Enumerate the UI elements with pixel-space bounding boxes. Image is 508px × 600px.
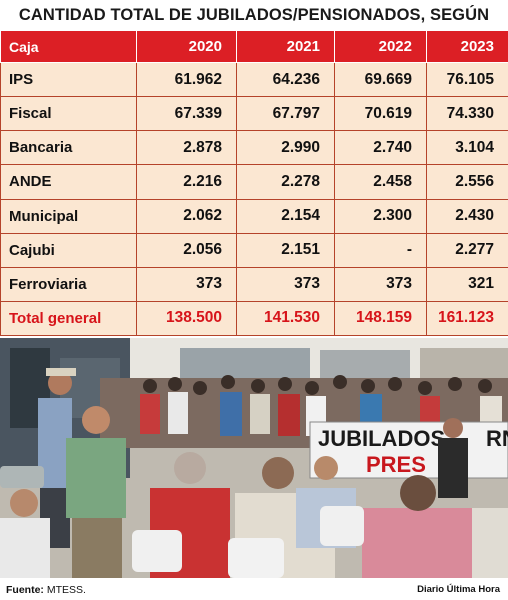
table-cell: 2.740 [334, 130, 427, 166]
table-cell: 2.216 [136, 164, 237, 200]
header-2021: 2021 [236, 30, 335, 63]
table-cell: 321 [426, 266, 508, 302]
table-cell: 2.056 [136, 232, 237, 268]
source-label: Fuente: [6, 584, 44, 596]
table-row: Bancaria 2.878 2.990 2.740 3.104 [0, 130, 508, 166]
table-cell: 2.062 [136, 198, 237, 234]
table-cell: 2.878 [136, 130, 237, 166]
table-row: IPS 61.962 64.236 69.669 76.105 [0, 61, 508, 98]
table-cell: 74.330 [426, 96, 508, 132]
table-cell: 76.105 [426, 61, 508, 98]
row-label: Bancaria [0, 130, 137, 166]
source-value: MTESS. [43, 584, 86, 596]
table-cell: 2.154 [236, 198, 335, 234]
table-cell: 2.458 [334, 164, 427, 200]
table-cell: 3.104 [426, 130, 508, 166]
banner-text-line1: JUBILADOS [318, 426, 445, 451]
publisher-credit: Diario Última Hora [417, 584, 500, 595]
table-cell: 373 [136, 266, 237, 302]
table-cell: 373 [236, 266, 335, 302]
row-label: Municipal [0, 198, 137, 234]
header-caja: Caja [0, 30, 137, 63]
table-cell: 70.619 [334, 96, 427, 132]
total-cell: 138.500 [136, 300, 237, 337]
row-label: IPS [0, 61, 137, 98]
table-cell: - [334, 232, 427, 268]
row-label: Cajubi [0, 232, 137, 268]
header-2022: 2022 [334, 30, 427, 63]
table-cell: 373 [334, 266, 427, 302]
banner-text-line2: PRES [366, 452, 426, 477]
banner-text-partial: RN [486, 426, 508, 451]
table-cell: 67.339 [136, 96, 237, 132]
table-cell: 2.430 [426, 198, 508, 234]
table-cell: 67.797 [236, 96, 335, 132]
table-header-row: Caja 2020 2021 2022 2023 [0, 30, 508, 63]
table-cell: 61.962 [136, 61, 237, 98]
table-cell: 2.300 [334, 198, 427, 234]
table-row: Municipal 2.062 2.154 2.300 2.430 [0, 198, 508, 234]
table-cell: 2.556 [426, 164, 508, 200]
row-label: Total general [0, 300, 137, 337]
table-row: Cajubi 2.056 2.151 - 2.277 [0, 232, 508, 268]
table-row: Fiscal 67.339 67.797 70.619 74.330 [0, 96, 508, 132]
table-cell: 69.669 [334, 61, 427, 98]
table-cell: 64.236 [236, 61, 335, 98]
table-cell: 2.277 [426, 232, 508, 268]
protest-illustration: JUBILADOS RN PRES [0, 338, 508, 578]
infographic-title: CANTIDAD TOTAL DE JUBILADOS/PENSIONADOS,… [18, 6, 490, 54]
total-cell: 141.530 [236, 300, 335, 337]
protest-photo: JUBILADOS RN PRES [0, 338, 508, 578]
row-label: Ferroviaria [0, 266, 137, 302]
header-2023: 2023 [426, 30, 508, 63]
total-row: Total general 138.500 141.530 148.159 16… [0, 300, 508, 337]
table-cell: 2.990 [236, 130, 335, 166]
row-label: Fiscal [0, 96, 137, 132]
header-2020: 2020 [136, 30, 237, 63]
source-note: Fuente: MTESS. [6, 584, 86, 596]
total-cell: 148.159 [334, 300, 427, 337]
row-label: ANDE [0, 164, 137, 200]
table-cell: 2.278 [236, 164, 335, 200]
pensioners-table: Caja 2020 2021 2022 2023 IPS 61.962 64.2… [0, 30, 508, 337]
table-row: ANDE 2.216 2.278 2.458 2.556 [0, 164, 508, 200]
table-cell: 2.151 [236, 232, 335, 268]
footer: Fuente: MTESS. Diario Última Hora [0, 578, 508, 600]
total-cell: 161.123 [426, 300, 508, 337]
table-row: Ferroviaria 373 373 373 321 [0, 266, 508, 302]
